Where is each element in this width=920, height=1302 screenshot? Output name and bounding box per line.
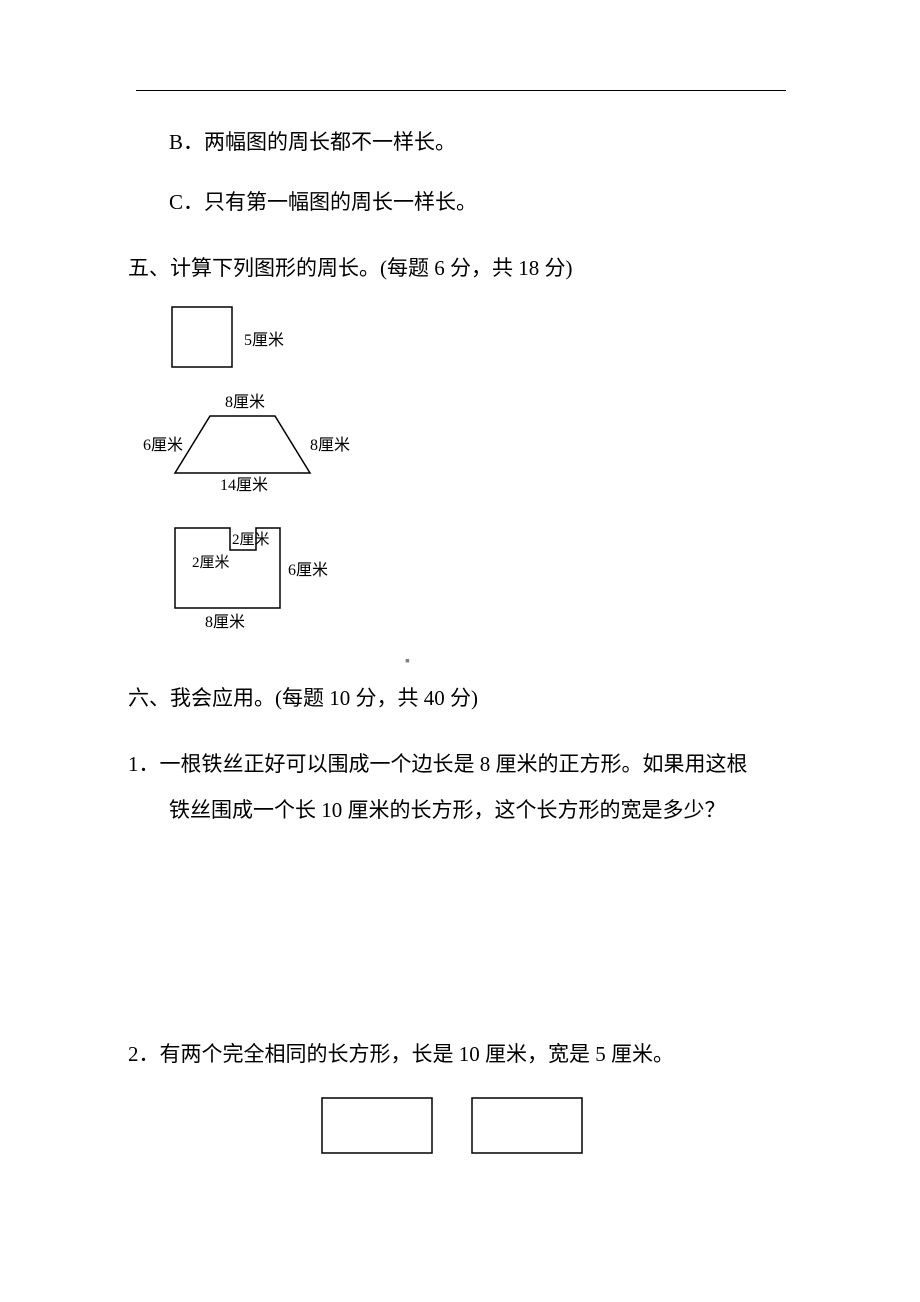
section-6-total: 40 (424, 686, 445, 710)
section-5-prefix: 五、计算下列图形的周长。(每题 (128, 256, 434, 280)
figure-3-svg (170, 523, 370, 633)
option-b-letter: B (169, 130, 183, 154)
q2-text-a: 有两个完全相同的长方形，长是 (160, 1042, 459, 1066)
figure-2-top-label: 8厘米 (225, 395, 265, 411)
q1-line1b: 厘米的正方形。如果用这根 (490, 752, 747, 776)
section-5-mid: 分，共 (445, 256, 519, 280)
cursor-mark: ▪ (405, 652, 410, 668)
figure-3-notch-h-label: 2厘米 (192, 556, 230, 571)
figure-3-notch-w-label: 2厘米 (232, 533, 270, 548)
q2-wid: 5 (595, 1042, 606, 1066)
q2-text-b: 厘米，宽是 (480, 1042, 596, 1066)
section-6-suffix: 分) (445, 686, 478, 710)
figure-3: 2厘米 2厘米 6厘米 8厘米 (170, 523, 370, 633)
figure-3-bottom-label: 8厘米 (205, 615, 245, 631)
q1-line1: 1．一根铁丝正好可以围成一个边长是 8 厘米的正方形。如果用这根 (128, 754, 748, 775)
figure-2: 8厘米 6厘米 8厘米 14厘米 (155, 393, 375, 503)
figure-2-right-label: 8厘米 (310, 438, 350, 454)
trapezoid-shape (175, 416, 310, 473)
q2-text-c: 厘米。 (606, 1042, 674, 1066)
q2-svg (320, 1096, 620, 1176)
q2-line: 2．有两个完全相同的长方形，长是 10 厘米，宽是 5 厘米。 (128, 1044, 674, 1065)
square-shape (172, 307, 232, 367)
q2-rect-right (472, 1098, 582, 1153)
page: B．两幅图的周长都不一样长。 C．只有第一幅图的周长一样长。 五、计算下列图形的… (0, 0, 920, 1302)
q1-len1: 8 (480, 752, 491, 776)
figure-1-label: 5厘米 (244, 333, 284, 349)
option-c: C．只有第一幅图的周长一样长。 (169, 192, 477, 213)
option-b-text: ．两幅图的周长都不一样长。 (183, 130, 456, 154)
section-5-total: 18 (518, 256, 539, 280)
q2-rect-left (322, 1098, 432, 1153)
figure-1: 5厘米 (170, 305, 320, 375)
option-b: B．两幅图的周长都不一样长。 (169, 132, 456, 153)
q2-number: 2． (128, 1042, 160, 1066)
q1-number: 1． (128, 752, 160, 776)
figure-3-right-label: 6厘米 (288, 563, 328, 579)
figure-2-left-label: 6厘米 (143, 438, 183, 454)
header-rule (136, 90, 786, 91)
section-5-title: 五、计算下列图形的周长。(每题 6 分，共 18 分) (128, 258, 573, 279)
q1-line2: 铁丝围成一个长 10 厘米的长方形，这个长方形的宽是多少？ (169, 800, 726, 821)
section-5-suffix: 分) (539, 256, 572, 280)
section-6-title: 六、我会应用。(每题 10 分，共 40 分) (128, 688, 478, 709)
section-6-prefix: 六、我会应用。(每题 (128, 686, 329, 710)
q2-len: 10 (459, 1042, 480, 1066)
q1-len2: 10 (321, 798, 342, 822)
q2-figures (320, 1096, 620, 1176)
section-6-each: 10 (329, 686, 350, 710)
q1-line2a: 铁丝围成一个长 (169, 798, 321, 822)
option-c-letter: C (169, 190, 183, 214)
figure-2-bottom-label: 14厘米 (220, 478, 268, 494)
q1-line2b: 厘米的长方形，这个长方形的宽是多少？ (342, 798, 725, 822)
q1-line1a: 一根铁丝正好可以围成一个边长是 (160, 752, 480, 776)
section-6-mid: 分，共 (350, 686, 424, 710)
option-c-text: ．只有第一幅图的周长一样长。 (183, 190, 477, 214)
section-5-each: 6 (434, 256, 445, 280)
